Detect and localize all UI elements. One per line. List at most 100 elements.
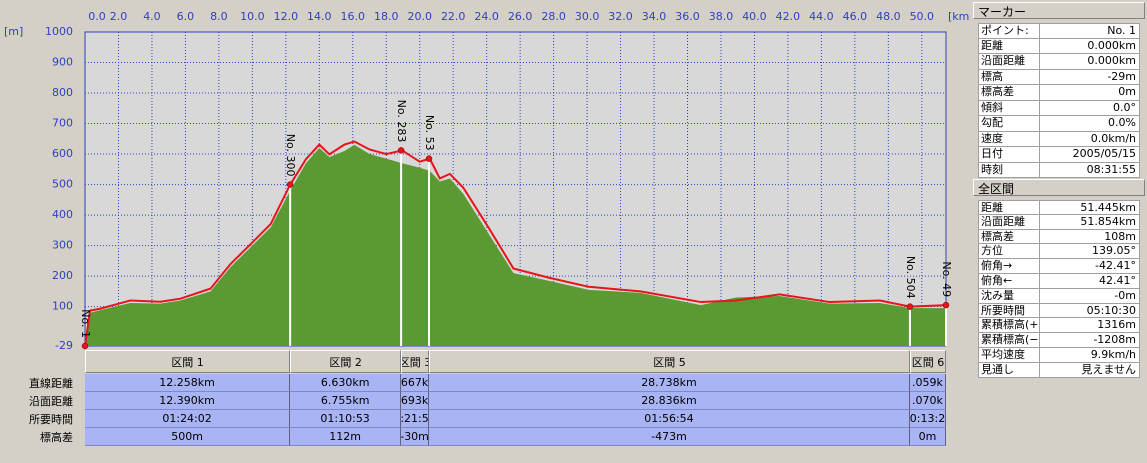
panel-value: -0m (1114, 288, 1136, 302)
x-tick-label: 36.0 (675, 10, 700, 23)
marker-label: No. 300 (284, 134, 297, 177)
section-header: 区間 6 (909, 350, 946, 373)
section-value: 6.630km (290, 374, 402, 392)
section-value: 28.836km (429, 392, 910, 410)
x-tick-label: 48.0 (876, 10, 901, 23)
y-tick-label: 300 (52, 239, 73, 252)
section-value: 28.738km (429, 374, 910, 392)
panel-key: 見通し (979, 362, 1040, 377)
section-value: -30m (401, 428, 429, 446)
x-tick-label: 0.0 (88, 10, 106, 23)
section-value: 0m (909, 428, 946, 446)
panel-key: 俯角← (979, 274, 1040, 288)
y-tick-label: 900 (52, 56, 73, 69)
section-value: 01:24:02 (85, 410, 291, 428)
panel-row: 日付 2005/05/15 (978, 147, 1140, 163)
section-value: 500m (85, 428, 291, 446)
panel-row: 方位 139.05° (978, 244, 1140, 260)
panel-value: 0.000km (1087, 54, 1136, 67)
x-tick-label: 4.0 (143, 10, 161, 23)
panel-value: 0.0% (1108, 116, 1136, 129)
panel-value: 42.41° (1099, 274, 1136, 287)
panel-value: 108m (1104, 229, 1136, 243)
y-tick-label: 100 (52, 300, 73, 313)
y-tick-label: 800 (52, 86, 73, 99)
panel-row: 累積標高(−) -1208m (978, 333, 1140, 348)
panel-value: 0.000km (1087, 38, 1136, 52)
panel-row: 俯角← 42.41° (978, 274, 1140, 289)
panel-key: 標高差 (979, 229, 1040, 244)
panel-row: 平均速度 9.9km/h (978, 348, 1140, 363)
section-value: .070k (909, 392, 946, 410)
section-value: 0:13:2 (909, 410, 946, 428)
panel-key: 距離 (979, 38, 1040, 53)
panel-value: 0m (1118, 85, 1136, 98)
y-tick-label: -29 (55, 339, 73, 350)
panel-value: 2005/05/15 (1072, 147, 1136, 160)
x-tick-label: 38.0 (709, 10, 734, 23)
panel-row: 距離 0.000km (978, 38, 1140, 54)
panel-key: 俯角→ (979, 259, 1040, 273)
panel-value: 見えません (1081, 362, 1136, 376)
x-tick-label: 14.0 (307, 10, 332, 23)
x-tick-label: 24.0 (474, 10, 499, 23)
panel-row: 俯角→ -42.41° (978, 259, 1140, 274)
x-tick-label: 46.0 (843, 10, 868, 23)
panel-key: 平均速度 (979, 348, 1040, 362)
x-tick-label: 6.0 (177, 10, 195, 23)
x-tick-label: 32.0 (608, 10, 633, 23)
x-tick-label: 12.0 (274, 10, 299, 23)
x-tick-label: 40.0 (742, 10, 767, 23)
row-label: 沿面距離 (29, 395, 73, 408)
y-tick-label: 700 (52, 117, 73, 130)
section-value: 6.755km (290, 392, 402, 410)
y-tick-label: 200 (52, 269, 73, 282)
row-label: 直線距離 (29, 377, 73, 390)
x-tick-label: 30.0 (575, 10, 600, 23)
panel-key: 傾斜 (979, 100, 1040, 115)
marker-label: No. 1 (79, 309, 92, 338)
panel-key: 沈み量 (979, 288, 1040, 303)
marker-dot (397, 147, 405, 154)
section-value: 693k (401, 392, 429, 410)
panel-key: ポイント: (979, 24, 1040, 38)
row-label: 標高差 (40, 431, 73, 444)
x-tick-label: 42.0 (776, 10, 801, 23)
x-tick-label: 16.0 (341, 10, 366, 23)
panel-value: 51.854km (1080, 214, 1136, 228)
marker-dot (425, 155, 433, 162)
panel-row: 沈み量 -0m (978, 288, 1140, 304)
panel-value: 139.05° (1092, 244, 1136, 258)
row-label: 所要時間 (29, 413, 73, 426)
y-tick-label: 400 (52, 208, 73, 221)
section-header: 区間 1 (85, 350, 291, 373)
panel-key: 速度 (979, 131, 1040, 146)
panel-row: 時刻 08:31:55 (978, 162, 1140, 178)
panel-key: 勾配 (979, 116, 1040, 131)
panel-title: マーカー (973, 2, 1145, 19)
panel-value: 0.0° (1113, 100, 1136, 114)
panel-title: 全区間 (973, 179, 1145, 196)
section-value: 667k (401, 374, 429, 392)
section-value: 01:10:53 (290, 410, 402, 428)
panel-row: 勾配 0.0% (978, 116, 1140, 132)
panel-key: 時刻 (979, 162, 1040, 177)
y-tick-label: 1000 (45, 25, 73, 38)
panel-key: 沿面距離 (979, 54, 1040, 69)
panel-value: 05:10:30 (1086, 303, 1136, 317)
x-tick-label: 44.0 (809, 10, 834, 23)
panel-value: 51.445km (1080, 201, 1136, 214)
section-value: 12.390km (85, 392, 291, 410)
panel-key: 日付 (979, 147, 1040, 162)
panel-value: -29m (1107, 69, 1136, 83)
panel-row: 沿面距離 51.854km (978, 214, 1140, 230)
panel-row: 標高差 0m (978, 85, 1140, 101)
panel-row: 沿面距離 0.000km (978, 54, 1140, 70)
panel-value: -1208m (1093, 333, 1136, 347)
section-value: .059k (909, 374, 946, 392)
panel-row: 傾斜 0.0° (978, 100, 1140, 116)
panel-key: 標高差 (979, 85, 1040, 100)
panel-row: 標高 -29m (978, 69, 1140, 85)
y-tick-label: 600 (52, 147, 73, 160)
